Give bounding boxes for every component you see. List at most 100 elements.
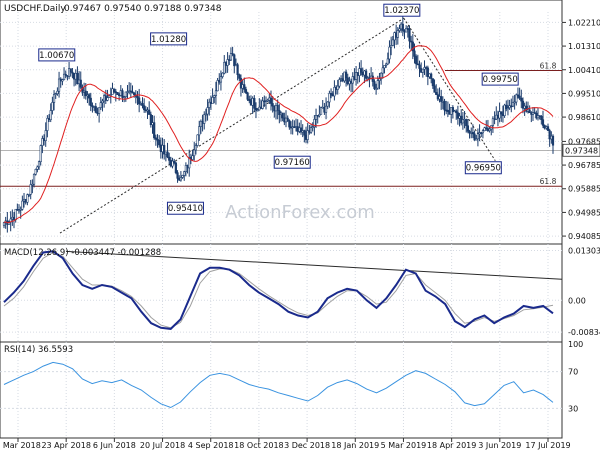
- candle-body: [110, 95, 112, 96]
- candle-body: [52, 102, 54, 110]
- candle-body: [462, 120, 464, 123]
- candle-body: [472, 132, 474, 133]
- candle-body: [551, 136, 553, 139]
- candle-body: [442, 101, 444, 102]
- candle-body: [384, 65, 386, 67]
- candle-body: [342, 79, 344, 81]
- candle-body: [494, 119, 496, 120]
- candle-body: [215, 91, 217, 96]
- fib-label: 61.8: [540, 177, 557, 186]
- candle-body: [415, 56, 417, 63]
- candle-body: [507, 108, 509, 109]
- candle-body: [228, 60, 230, 61]
- x-tick-label: 18 Oct 2018: [234, 441, 283, 450]
- candle-body: [382, 68, 384, 73]
- candle-body: [325, 106, 327, 112]
- candle-body: [327, 102, 329, 106]
- candle-body: [255, 108, 257, 110]
- y-tick-label: -0.00834: [568, 328, 600, 337]
- candle-body: [157, 139, 159, 140]
- candle-body: [237, 65, 239, 75]
- candle-body: [305, 135, 307, 139]
- y-tick-label: 0.97685: [568, 137, 600, 146]
- y-tick-label: 0.99510: [568, 89, 600, 98]
- y-tick-label: 1.01310: [568, 42, 600, 51]
- candle-body: [410, 41, 412, 42]
- candle-body: [389, 47, 391, 59]
- candle-body: [372, 76, 374, 82]
- candle-body: [22, 201, 24, 209]
- candle-body: [33, 174, 35, 184]
- candle-body: [285, 118, 287, 122]
- candle-body: [182, 175, 184, 177]
- candle-body: [210, 102, 212, 103]
- candle-body: [272, 103, 274, 106]
- candle-body: [275, 105, 277, 111]
- candle-body: [459, 116, 461, 118]
- candle-body: [200, 121, 202, 126]
- candle-body: [355, 73, 357, 80]
- candle-body: [140, 103, 142, 104]
- candle-body: [183, 172, 185, 176]
- candle-body: [238, 75, 240, 79]
- candle-body: [115, 92, 117, 93]
- candle-body: [212, 97, 214, 103]
- candle-body: [223, 62, 225, 73]
- candle-body: [307, 131, 309, 140]
- macd-panel: 0.0130340.00-0.00834 MACD(12,26,9) -0.00…: [0, 244, 600, 342]
- candle-body: [128, 91, 130, 92]
- candle-body: [163, 145, 165, 154]
- candle-body: [489, 129, 491, 131]
- candle-body: [142, 103, 144, 105]
- candle-body: [455, 111, 457, 113]
- candle-body: [469, 131, 471, 133]
- candle-body: [297, 127, 299, 132]
- candle-body: [315, 115, 317, 119]
- candle-body: [402, 24, 404, 30]
- candle-body: [213, 96, 215, 98]
- candle-body: [63, 74, 65, 79]
- candle-body: [195, 146, 197, 151]
- candle-body: [269, 98, 271, 100]
- candle-body: [38, 162, 40, 167]
- candle-body: [137, 96, 139, 97]
- candle-body: [262, 101, 264, 109]
- y-tick-label: 0.00: [568, 296, 586, 305]
- candle-body: [102, 101, 104, 103]
- x-tick-label: 23 Apr 2018: [41, 441, 90, 450]
- candle-body: [344, 72, 346, 81]
- candle-body: [409, 30, 411, 41]
- candle-body: [304, 131, 306, 136]
- candle-body: [432, 79, 434, 86]
- candle-body: [107, 98, 109, 101]
- candle-body: [319, 114, 321, 115]
- candle-body: [132, 92, 134, 93]
- candle-body: [524, 106, 526, 108]
- candle-body: [290, 127, 292, 128]
- candle-body: [83, 91, 85, 92]
- candle-body: [138, 98, 140, 104]
- candle-body: [264, 101, 266, 102]
- candle-body: [130, 91, 132, 92]
- candle-body: [12, 217, 14, 219]
- candle-body: [284, 118, 286, 122]
- candle-body: [205, 114, 207, 115]
- candle-body: [334, 87, 336, 96]
- candle-body: [90, 98, 92, 106]
- candle-body: [78, 80, 80, 84]
- y-tick-label: 0.94085: [568, 232, 600, 241]
- candle-body: [377, 81, 379, 89]
- candle-body: [477, 134, 479, 139]
- candle-body: [167, 152, 169, 157]
- candle-body: [454, 111, 456, 112]
- rsi-panel: 1007030 RSI(14) 36.5593: [0, 340, 583, 438]
- candle-body: [387, 59, 389, 64]
- candle-body: [118, 95, 120, 96]
- candle-body: [178, 178, 180, 180]
- x-tick-label: 5 Mar 2019: [381, 441, 427, 450]
- candle-body: [294, 127, 296, 128]
- candle-body: [93, 106, 95, 107]
- candle-body: [515, 95, 517, 102]
- candle-body: [254, 98, 256, 108]
- candle-body: [390, 45, 392, 47]
